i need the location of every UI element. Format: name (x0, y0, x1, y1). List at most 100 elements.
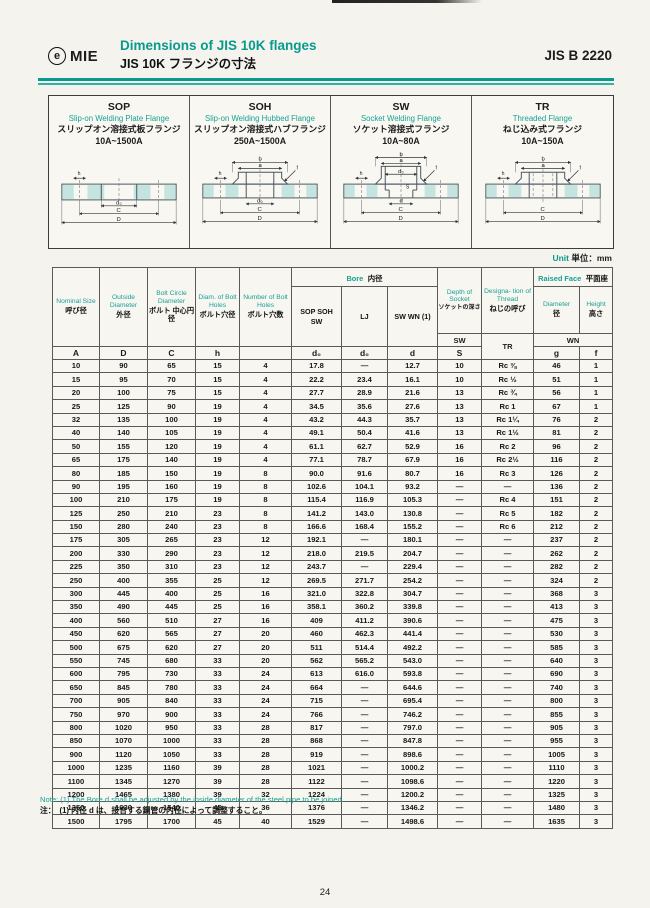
table-cell: 1 (579, 358, 614, 374)
table-cell: 28 (239, 720, 292, 735)
table-cell: 898.6 (386, 747, 439, 762)
table-cell: 290 (147, 546, 196, 561)
table-cell: — (481, 533, 535, 548)
svg-text:C: C (399, 207, 404, 213)
table-cell: 23 (195, 506, 240, 521)
table-cell: 25 (195, 600, 240, 615)
table-cell: 350 (52, 600, 100, 615)
table-cell: 90 (52, 479, 100, 494)
table-cell: 530 (533, 626, 581, 642)
table-cell: 664 (291, 680, 342, 695)
table-cell: — (437, 747, 483, 762)
table-cell: 16 (437, 452, 483, 468)
table-cell: 33 (195, 707, 240, 722)
table-cell: — (437, 666, 483, 682)
table-cell: 900 (147, 707, 196, 722)
table-cell: — (341, 559, 388, 575)
table-cell: — (437, 653, 483, 668)
table-cell: 125 (99, 399, 148, 414)
header-rule (38, 78, 614, 85)
table-cell: 25 (195, 586, 240, 602)
table-cell: 1098.6 (386, 774, 439, 789)
table-cell: 90.0 (291, 466, 342, 481)
standard-code: JIS B 2220 (544, 48, 612, 63)
page-title-ja: JIS 10K フランジの寸法 (120, 56, 257, 71)
panel-name-ja: ねじ込み式フランジ (502, 124, 583, 135)
table-cell: 1160 (147, 760, 196, 776)
table-cell: 90 (99, 358, 148, 374)
table-cell: 136 (533, 479, 581, 494)
flange-diagram-sw: b a d₀ S f h d C D (343, 152, 459, 224)
table-cell: 22.2 (291, 372, 342, 387)
table-cell: 135 (99, 412, 148, 427)
table-row: 700 905 840 33 24 715—695.4— —800 3 (52, 693, 614, 709)
table-cell: Rc ½ (481, 372, 535, 387)
table-cell: 2 (579, 559, 614, 575)
panel-name-ja: スリップオン溶接式板フランジ (57, 124, 181, 135)
table-cell: 305 (99, 533, 148, 548)
table-cell: 33 (195, 666, 240, 682)
table-cell: 210 (99, 492, 148, 508)
table-cell: — (481, 573, 535, 588)
table-cell: 3 (579, 774, 614, 789)
panel-name-ja: ソケット溶接式フランジ (352, 124, 450, 135)
table-cell: 218.0 (291, 546, 342, 561)
svg-text:C: C (258, 207, 263, 213)
table-cell: 766 (291, 707, 342, 722)
table-cell: 229.4 (386, 559, 439, 575)
table-cell: 182 (533, 506, 581, 521)
svg-text:C: C (117, 208, 122, 214)
table-cell: 620 (99, 626, 148, 642)
svg-text:a: a (541, 163, 545, 169)
table-cell: 817 (291, 720, 342, 735)
table-cell: 61.1 (291, 439, 342, 454)
table-cell: 745 (99, 653, 148, 668)
svg-text:h: h (360, 171, 363, 177)
table-cell: 140 (147, 452, 196, 468)
svg-text:D: D (117, 217, 121, 223)
subheader-wn: WN (533, 333, 614, 347)
table-cell: 16 (239, 613, 292, 628)
table-cell: 212 (533, 519, 581, 535)
table-cell: — (481, 760, 535, 776)
col-header-outside-diameter: Outside Diameter 外径 (99, 267, 148, 347)
table-cell: 4 (239, 425, 292, 441)
col-header-bore-sw-wn: SW WN (1) (386, 286, 439, 347)
table-cell: 15 (195, 385, 240, 401)
table-cell: 33 (195, 680, 240, 695)
table-cell: 23 (195, 533, 240, 548)
table-cell: — (437, 707, 483, 722)
table-cell: 23 (195, 519, 240, 535)
table-cell: 155.2 (386, 519, 439, 535)
panel-sop: SOP Slip-on Welding Plate Flange スリップオン溶… (49, 96, 190, 248)
table-cell: 62.7 (341, 439, 388, 454)
table-cell: 3 (579, 626, 614, 642)
table-cell: 565 (147, 626, 196, 642)
table-cell: 81 (533, 425, 581, 441)
table-cell: 4 (239, 439, 292, 454)
table-cell: 70 (147, 372, 196, 387)
panel-range: 10A~1500A (95, 135, 143, 146)
table-cell: 155 (99, 439, 148, 454)
table-row: 125 250 210 23 8 141.2 143.0 130.8— Rc 5 182 2 (52, 506, 614, 521)
table-cell: 1220 (533, 774, 581, 789)
letter-A: A (52, 346, 100, 360)
table-cell: 160 (147, 479, 196, 494)
table-cell: — (341, 720, 388, 735)
table-cell: 65 (52, 452, 100, 468)
table-cell: 1110 (533, 760, 581, 776)
table-cell: 210 (147, 506, 196, 521)
table-row: 900 1120 1050 33 28 919—898.6— —1005 3 (52, 747, 614, 762)
table-cell: 65 (147, 358, 196, 374)
table-cell: 52.9 (386, 439, 439, 454)
panel-name-ja: スリップオン溶接式ハブフランジ (194, 124, 326, 135)
table-cell: 4 (239, 385, 292, 401)
svg-text:D: D (399, 216, 403, 222)
table-cell: — (341, 747, 388, 762)
table-cell: 845 (99, 680, 148, 695)
letter-h: h (195, 346, 240, 360)
table-cell: — (341, 693, 388, 709)
panel-name-en: Slip-on Welding Hubbed Flange (205, 113, 315, 123)
table-cell: 35.7 (386, 412, 439, 427)
table-cell: 150 (52, 519, 100, 535)
